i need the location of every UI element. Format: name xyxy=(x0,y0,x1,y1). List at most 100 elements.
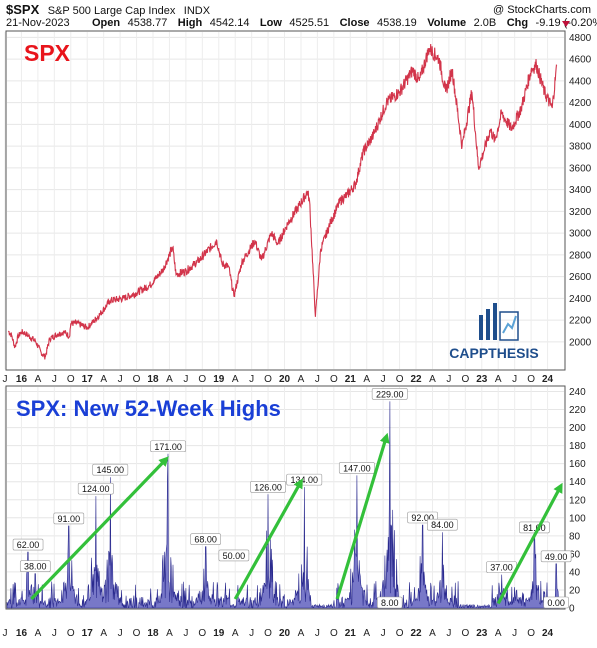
x-tick-label: 24 xyxy=(542,628,554,639)
x-tick-label: O xyxy=(527,628,535,639)
x-tick-label: 20 xyxy=(279,628,291,639)
x-tick-label: O xyxy=(67,628,75,639)
copyright: @ StockCharts.com xyxy=(493,4,591,16)
x-tick-label: 17 xyxy=(82,374,94,385)
svg-text:145.00: 145.00 xyxy=(96,465,124,475)
header-date: 21-Nov-2023 xyxy=(6,17,70,29)
x-tick-label: A xyxy=(166,374,173,385)
x-tick-label: 17 xyxy=(82,628,94,639)
y-tick-label: 2800 xyxy=(569,250,592,261)
new-highs-area xyxy=(6,401,560,609)
low-value: 4525.51 xyxy=(289,17,329,29)
y-tick-label: 40 xyxy=(569,567,581,578)
high-label: High xyxy=(178,17,203,29)
close-label: Close xyxy=(340,17,370,29)
x-tick-label: J xyxy=(3,628,8,639)
x-tick-label: J xyxy=(315,628,320,639)
x-tick-label: J xyxy=(52,374,57,385)
x-tick-label: J xyxy=(183,374,188,385)
svg-text:134.00: 134.00 xyxy=(290,475,318,485)
peak-label: 37.00 xyxy=(486,561,517,573)
x-tick-label: 24 xyxy=(542,374,554,385)
peak-label: 50.00 xyxy=(218,549,250,562)
peak-label: 8.00 xyxy=(377,596,403,609)
x-tick-label: A xyxy=(100,374,107,385)
price-x-ticks: J 16 A J O 17 A J O 18 A J O 19 A J O 20 A J O 21 A J O 22 A J O 23 A J… xyxy=(3,374,554,385)
trend-arrow xyxy=(496,482,563,605)
index-name: S&P 500 Large Cap Index xyxy=(48,5,176,17)
cappthesis-logo: CAPPTHESIS xyxy=(449,303,539,361)
price-panel-title: SPX xyxy=(24,40,71,66)
y-tick-label: 3800 xyxy=(569,142,592,153)
peak-label: 145.00 xyxy=(92,463,129,476)
peak-label: 126.00 xyxy=(250,481,286,493)
peak-label: 91.00 xyxy=(53,512,85,525)
x-tick-label: J xyxy=(381,374,386,385)
x-tick-label: O xyxy=(527,374,535,385)
y-tick-label: 4000 xyxy=(569,120,592,131)
y-tick-label: 4600 xyxy=(569,55,592,66)
x-tick-label: 18 xyxy=(147,374,159,385)
x-tick-label: O xyxy=(396,628,404,639)
volume-label: Volume xyxy=(427,17,466,29)
x-tick-label: O xyxy=(264,628,272,639)
x-tick-label: A xyxy=(35,374,42,385)
x-tick-label: A xyxy=(100,628,107,639)
x-tick-label: A xyxy=(429,628,436,639)
chg-label: Chg xyxy=(507,17,528,29)
bar-chart-logo-icon xyxy=(479,303,519,341)
peak-label: 84.00 xyxy=(427,518,458,531)
y-tick-label: 2400 xyxy=(569,294,592,305)
x-tick-label: 16 xyxy=(16,374,28,385)
exchange: INDX xyxy=(184,5,211,17)
x-tick-label: J xyxy=(446,628,451,639)
x-tick-label: O xyxy=(133,628,141,639)
x-tick-label: 19 xyxy=(213,374,225,385)
peak-label: 38.00 xyxy=(19,560,51,573)
open-label: Open xyxy=(92,17,120,29)
x-tick-label: O xyxy=(198,628,206,639)
svg-text:38.00: 38.00 xyxy=(24,562,47,572)
x-tick-label: A xyxy=(232,374,239,385)
x-tick-label: J xyxy=(118,628,123,639)
y-tick-label: 140 xyxy=(569,477,586,488)
trend-arrow xyxy=(233,478,303,600)
x-tick-label: A xyxy=(166,628,173,639)
y-tick-label: 120 xyxy=(569,495,586,506)
highs-x-ticks: J 16 A J O 17 A J O 18 A J O 19 A J O 20 A J O 21 A J O 22 A J O 23 A J… xyxy=(3,628,554,639)
x-tick-label: J xyxy=(446,374,451,385)
peak-label: 62.00 xyxy=(12,538,44,551)
x-tick-label: O xyxy=(330,374,338,385)
svg-text:147.00: 147.00 xyxy=(343,463,371,473)
y-tick-label: 2200 xyxy=(569,316,592,327)
x-tick-label: J xyxy=(52,628,57,639)
x-tick-label: 16 xyxy=(16,628,28,639)
x-tick-label: O xyxy=(264,374,272,385)
x-tick-label: A xyxy=(495,628,502,639)
x-tick-label: J xyxy=(3,374,8,385)
y-tick-label: 0 xyxy=(569,604,575,615)
y-tick-label: 180 xyxy=(569,441,586,452)
x-tick-label: J xyxy=(183,628,188,639)
trend-arrow xyxy=(30,456,169,601)
peak-label: 229.00 xyxy=(371,388,408,400)
highs-grid xyxy=(4,387,564,609)
x-tick-label: O xyxy=(133,374,141,385)
peak-label: 68.00 xyxy=(190,533,221,545)
x-tick-label: J xyxy=(118,374,123,385)
x-tick-label: 21 xyxy=(345,374,357,385)
x-tick-label: A xyxy=(429,374,436,385)
y-tick-label: 3400 xyxy=(569,185,592,196)
svg-text:62.00: 62.00 xyxy=(17,540,40,550)
x-tick-label: A xyxy=(363,374,370,385)
x-tick-label: A xyxy=(298,628,305,639)
svg-text:50.00: 50.00 xyxy=(223,551,246,561)
y-tick-label: 160 xyxy=(569,459,586,470)
x-tick-label: J xyxy=(249,374,254,385)
y-tick-label: 4200 xyxy=(569,98,592,109)
svg-text:91.00: 91.00 xyxy=(58,514,81,524)
svg-text:92.00: 92.00 xyxy=(411,513,434,523)
x-tick-label: O xyxy=(461,374,469,385)
